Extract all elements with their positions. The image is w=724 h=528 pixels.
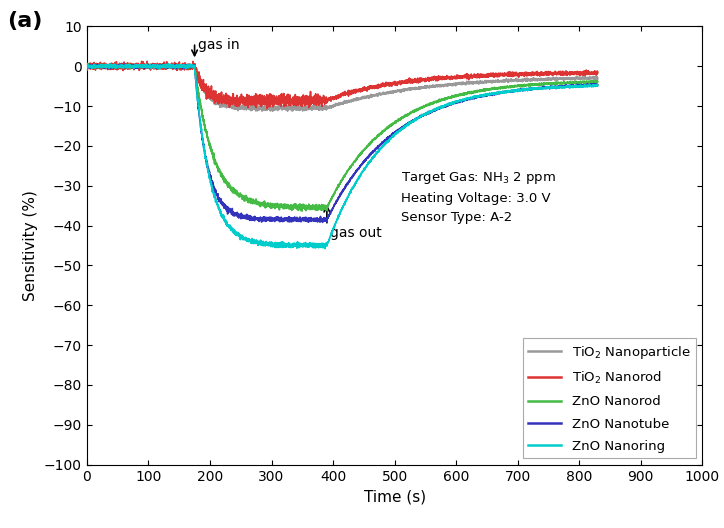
Text: (a): (a) <box>7 11 43 31</box>
Legend: TiO$_2$ Nanoparticle, TiO$_2$ Nanorod, ZnO Nanorod, ZnO Nanotube, ZnO Nanoring: TiO$_2$ Nanoparticle, TiO$_2$ Nanorod, Z… <box>523 338 696 458</box>
Y-axis label: Sensitivity (%): Sensitivity (%) <box>23 190 38 301</box>
X-axis label: Time (s): Time (s) <box>363 489 426 504</box>
Text: Target Gas: NH$_3$ 2 ppm
Heating Voltage: 3.0 V
Sensor Type: A-2: Target Gas: NH$_3$ 2 ppm Heating Voltage… <box>401 170 555 224</box>
Text: gas out: gas out <box>330 225 382 240</box>
Text: gas in: gas in <box>198 39 239 52</box>
